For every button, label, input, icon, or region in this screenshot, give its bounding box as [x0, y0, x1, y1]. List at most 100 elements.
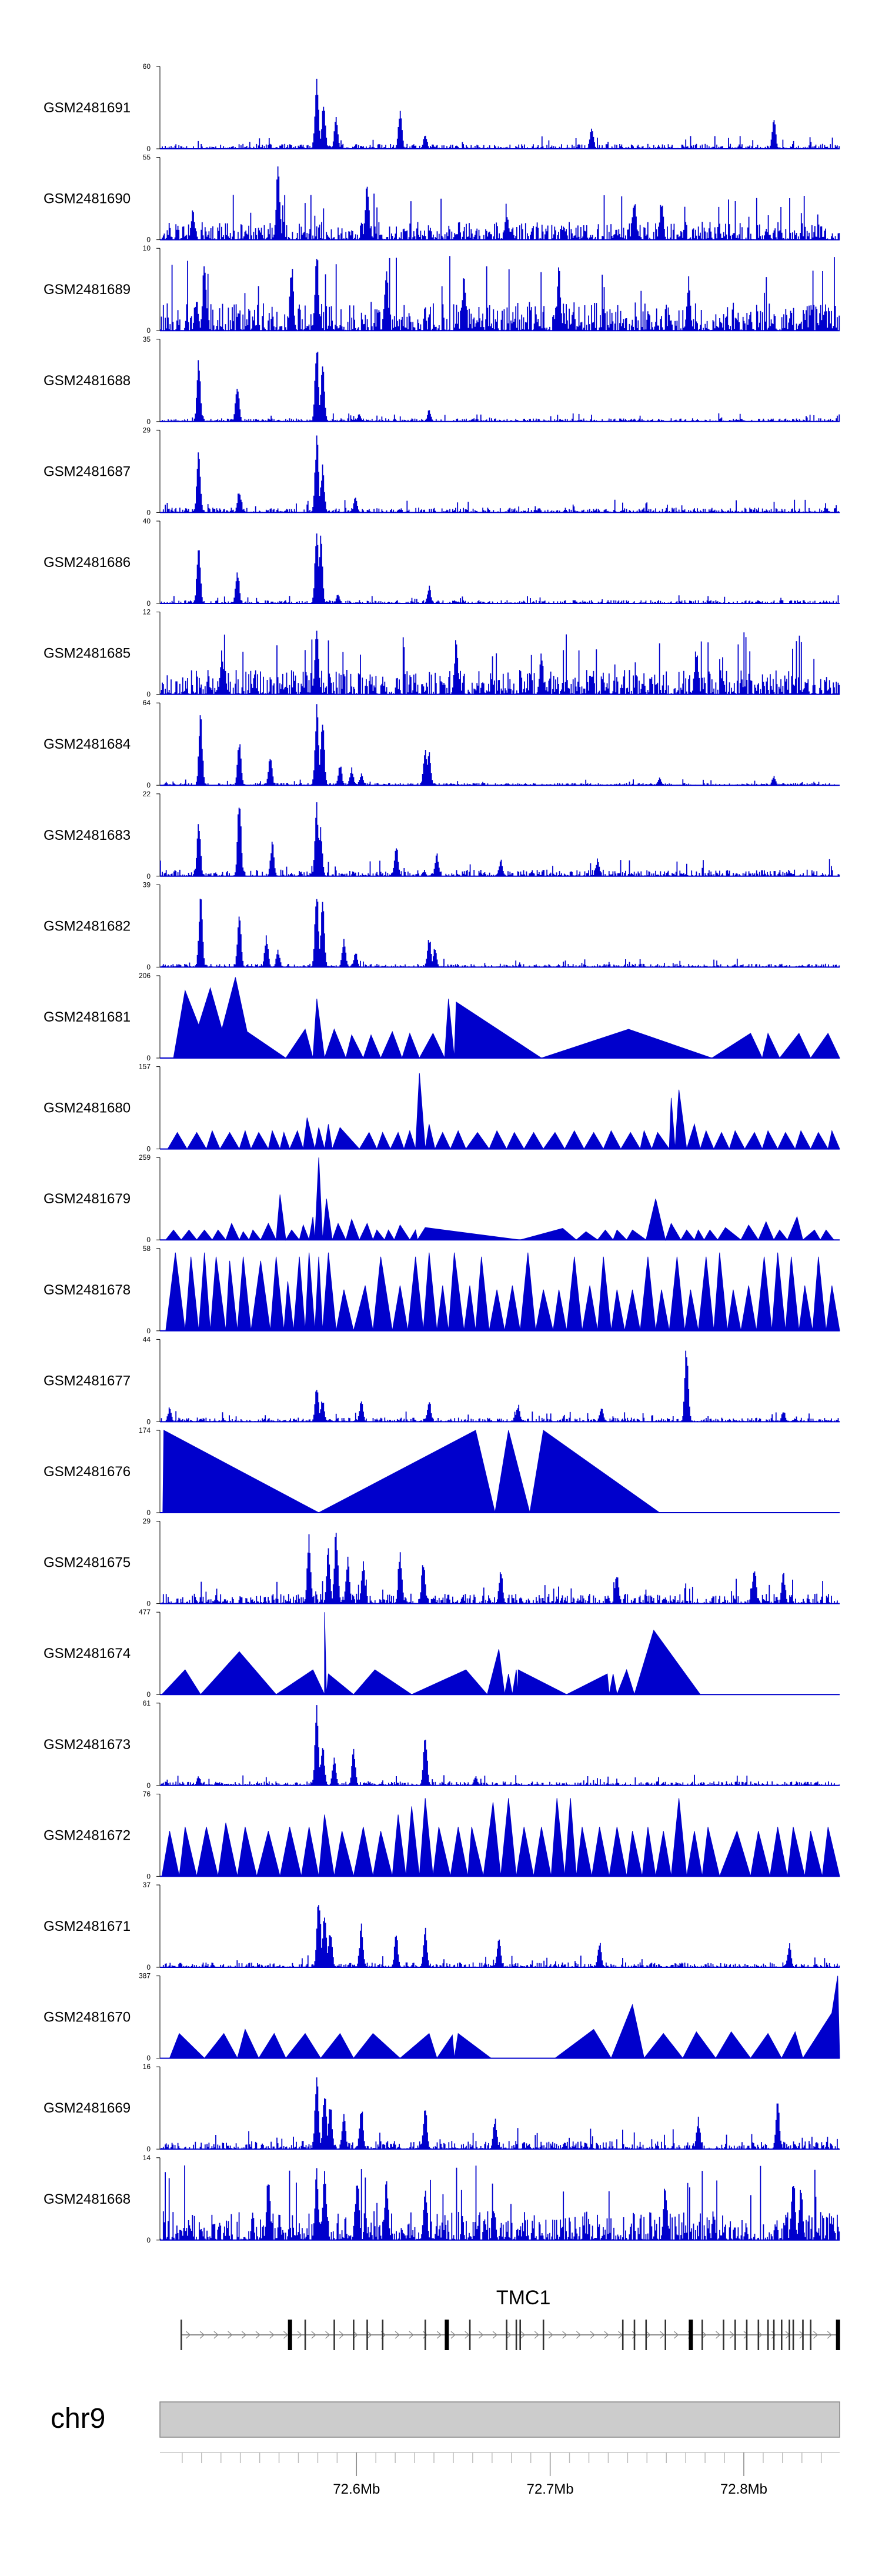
track-label: GSM2481676: [44, 1464, 131, 1480]
track-label: GSM2481683: [44, 827, 131, 843]
track-label: GSM2481687: [44, 463, 131, 479]
chromosome-bar: [159, 2401, 840, 2438]
track-ymax-label: 76: [143, 1790, 151, 1798]
track-ymin-label: 0: [146, 2145, 151, 2153]
track-GSM2481673: GSM2481673 61 0: [44, 1699, 840, 1790]
strand-arrow: [701, 2331, 707, 2339]
strand-arrow: [297, 2331, 303, 2339]
signal-area: [161, 1612, 712, 1696]
strand-arrow: [827, 2331, 833, 2339]
track-GSM2481688: GSM2481688 35 0: [44, 335, 840, 426]
track-ymin-label: 0: [146, 2236, 151, 2244]
strand-arrow: [339, 2331, 345, 2339]
track-ymin-label: 0: [146, 1327, 151, 1335]
strand-arrow: [311, 2331, 316, 2339]
track-ymin-label: 0: [146, 1509, 151, 1517]
exon: [701, 2320, 703, 2350]
track-ymax-label: 37: [143, 1881, 151, 1889]
track-label: GSM2481678: [44, 1282, 131, 1298]
track-ymax-label: 174: [139, 1426, 151, 1434]
track-label: GSM2481677: [44, 1373, 131, 1389]
track-label: GSM2481675: [44, 1555, 131, 1571]
strand-arrow: [632, 2331, 637, 2339]
signal-bars: [159, 352, 840, 422]
track-ymin-label: 0: [146, 145, 151, 153]
track-GSM2481678: GSM2481678 58 0: [44, 1244, 840, 1335]
track-GSM2481670: GSM2481670 387 0: [44, 1972, 840, 2063]
track-ymin-label: 0: [146, 690, 151, 699]
track-label: GSM2481691: [44, 100, 131, 116]
track-ymin-label: 0: [146, 1417, 151, 1426]
exon: [767, 2320, 769, 2350]
exon: [304, 2320, 306, 2350]
strand-arrow: [548, 2331, 553, 2339]
track-label: GSM2481686: [44, 555, 131, 570]
track-GSM2481680: GSM2481680 157 0: [44, 1063, 840, 1153]
strand-arrow: [604, 2331, 609, 2339]
gene-model-track: TMC1: [181, 2287, 840, 2350]
strand-arrow: [213, 2331, 219, 2339]
track-GSM2481685: GSM2481685 12 0: [44, 608, 840, 699]
exon: [789, 2320, 790, 2350]
exon: [645, 2320, 647, 2350]
track-ymax-label: 61: [143, 1699, 151, 1707]
track-ymin-label: 0: [146, 1236, 151, 1244]
strand-arrow: [534, 2331, 540, 2339]
signal-area: [162, 1430, 661, 1513]
track-ymin-label: 0: [146, 1872, 151, 1880]
signal-bars: [159, 1905, 840, 1967]
strand-arrow: [409, 2331, 414, 2339]
track-ymax-label: 64: [143, 699, 151, 707]
track-ymax-label: 22: [143, 790, 151, 798]
genomic-axis: 72.6Mb 72.7Mb 72.8Mb: [160, 2452, 840, 2497]
track-ymin-label: 0: [146, 2054, 151, 2063]
track-GSM2481679: GSM2481679 259 0: [44, 1153, 840, 1244]
track-ymax-label: 477: [139, 1608, 151, 1616]
exon: [810, 2320, 811, 2350]
track-ymin-label: 0: [146, 1054, 151, 1062]
track-ymax-label: 44: [143, 1335, 151, 1343]
signal-bars: [159, 802, 840, 876]
track-ymin-label: 0: [146, 1145, 151, 1153]
track-ymax-label: 39: [143, 880, 151, 889]
strand-arrow: [506, 2331, 512, 2339]
track-ymax-label: 29: [143, 1517, 151, 1526]
track-ymin-label: 0: [146, 326, 151, 335]
signal-bars: [159, 78, 840, 149]
track-GSM2481677: GSM2481677 44 0: [44, 1335, 840, 1426]
track-label: GSM2481688: [44, 373, 131, 389]
track-ymin-label: 0: [146, 599, 151, 608]
track-GSM2481683: GSM2481683 22 0: [44, 790, 840, 880]
track-ymin-label: 0: [146, 781, 151, 789]
exon: [515, 2320, 517, 2350]
track-label: GSM2481682: [44, 918, 131, 934]
track-ymax-label: 29: [143, 426, 151, 434]
exon: [781, 2320, 783, 2350]
strand-arrow: [590, 2331, 595, 2339]
track-label: GSM2481685: [44, 646, 131, 662]
track-ymin-label: 0: [146, 872, 151, 880]
track-ymax-label: 16: [143, 2063, 151, 2071]
track-ymax-label: 14: [143, 2154, 151, 2162]
track-GSM2481691: GSM2481691 60 0: [44, 62, 840, 153]
track-ymax-label: 10: [143, 244, 151, 252]
track-ymin-label: 0: [146, 1600, 151, 1608]
strand-arrow: [673, 2331, 679, 2339]
track-GSM2481668: GSM2481668 14 0: [44, 2154, 840, 2244]
strand-arrow: [199, 2331, 205, 2339]
exon: [633, 2320, 636, 2350]
exon: [746, 2320, 748, 2350]
track-GSM2481671: GSM2481671 37 0: [44, 1881, 840, 1971]
track-label: GSM2481669: [44, 2100, 131, 2116]
signal-bars: [159, 899, 840, 967]
signal-area: [169, 1976, 840, 2059]
strand-arrow: [576, 2331, 582, 2339]
signal-bars: [159, 166, 840, 240]
strand-arrow: [228, 2331, 233, 2339]
exon: [542, 2320, 544, 2350]
strand-arrow: [771, 2331, 777, 2339]
track-ymax-label: 55: [143, 154, 151, 162]
track-GSM2481681: GSM2481681 206 0: [44, 972, 840, 1062]
strand-arrow: [325, 2331, 330, 2339]
